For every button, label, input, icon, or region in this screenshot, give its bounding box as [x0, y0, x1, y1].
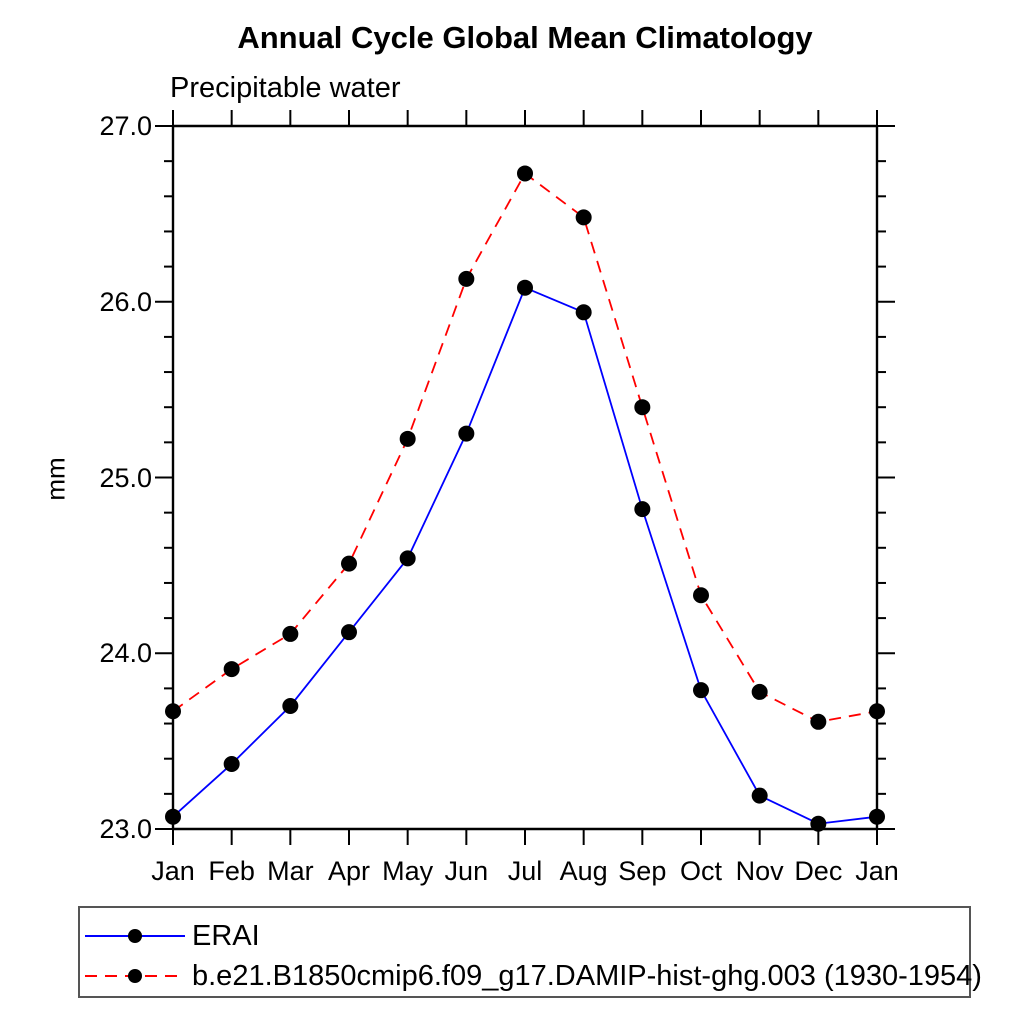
x-tick-label: Jul	[507, 856, 543, 886]
chart-title: Annual Cycle Global Mean Climatology	[237, 20, 813, 55]
legend-line-dashed-icon	[85, 969, 185, 983]
data-point-marker	[751, 787, 768, 804]
data-point-marker	[399, 550, 416, 567]
data-point-marker	[399, 430, 416, 447]
legend-item-erai: ERAI	[80, 916, 969, 956]
y-tick-label: 23.0	[99, 814, 152, 844]
data-point-marker	[517, 165, 533, 182]
y-tick-label: 24.0	[99, 638, 152, 669]
x-tick-label: Oct	[679, 856, 722, 886]
data-point-marker	[693, 587, 709, 604]
data-point-marker	[282, 697, 299, 714]
data-point-marker	[634, 501, 651, 518]
y-tick-label: 26.0	[99, 286, 152, 317]
legend-item-model: b.e21.B1850cmip6.f09_g17.DAMIP-hist-ghg.…	[80, 956, 982, 996]
data-point-marker	[810, 713, 827, 730]
data-point-marker	[223, 755, 240, 772]
x-tick-label: Aug	[559, 856, 608, 886]
data-point-marker	[165, 703, 181, 720]
data-point-marker	[458, 270, 475, 287]
legend-label-model: b.e21.B1850cmip6.f09_g17.DAMIP-hist-ghg.…	[192, 959, 982, 992]
data-point-marker	[575, 304, 592, 321]
data-point-marker	[517, 279, 533, 296]
y-tick-label: 25.0	[99, 462, 152, 493]
x-tick-label: Nov	[735, 856, 784, 886]
data-point-marker	[634, 399, 651, 416]
data-point-marker	[693, 682, 709, 699]
x-tick-label: Apr	[327, 856, 371, 886]
data-point-marker	[869, 703, 885, 720]
data-point-marker	[869, 808, 885, 825]
data-point-marker	[751, 683, 768, 700]
x-tick-label: Sep	[618, 856, 667, 886]
data-point-marker	[458, 425, 475, 442]
data-point-marker	[341, 555, 357, 572]
data-point-marker	[165, 808, 181, 825]
x-tick-label: Mar	[267, 856, 314, 886]
x-tick-label: May	[382, 856, 434, 886]
data-point-marker	[282, 625, 299, 642]
chart-subtitle: Precipitable water	[170, 72, 401, 104]
x-tick-label: Jan	[855, 856, 899, 886]
x-tick-label: Feb	[208, 856, 255, 886]
series-line	[172, 286, 878, 825]
legend: ERAI b.e21.B1850cmip6.f09_g17.DAMIP-hist…	[78, 906, 982, 998]
data-point-marker	[341, 624, 357, 641]
x-tick-label: Jun	[444, 856, 489, 886]
series-line	[172, 172, 878, 723]
x-tick-label: Dec	[794, 856, 843, 886]
data-point-marker	[810, 815, 827, 832]
y-tick-label: 27.0	[99, 111, 152, 141]
x-tick-label: Jan	[151, 856, 195, 886]
data-point-marker	[223, 661, 240, 678]
legend-line-solid-icon	[85, 929, 185, 943]
data-point-marker	[575, 209, 592, 226]
legend-label-erai: ERAI	[192, 919, 260, 952]
